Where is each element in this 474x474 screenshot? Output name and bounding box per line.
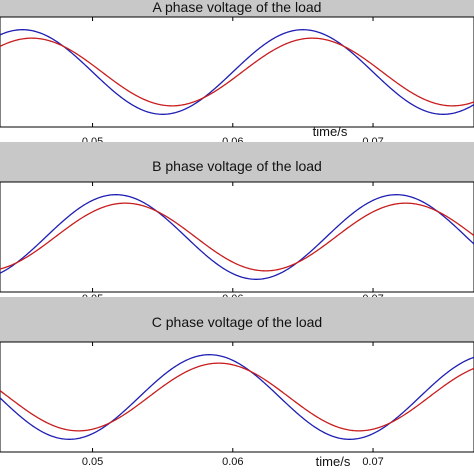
chart-title: A phase voltage of the load [153,0,322,15]
plot-area [0,341,474,453]
series-line-0 [0,29,474,115]
x-axis-label: time/s [313,124,348,139]
chart-title: C phase voltage of the load [152,314,322,330]
x-tick-label: 0.05 [82,456,103,468]
chart-panel-1: B phase voltage of the load0.050.060.07t… [0,142,474,311]
series-line-0 [0,354,474,440]
plot-area [0,16,474,128]
chart-panel-2: C phase voltage of the load 0.05 0.06 0.07 t… [0,297,474,469]
plot-area [0,181,474,293]
x-axis-label: time/s [316,454,351,469]
chart-title: B phase voltage of the load [152,158,322,174]
chart-panel-0: A phase voltage of the load0.050.060.07t… [0,0,474,148]
series-line-1 [0,202,474,272]
title-bar [0,142,474,182]
series-line-1 [0,37,474,107]
series-line-1 [0,362,474,432]
x-tick-label: 0.07 [362,456,383,468]
x-tick-label: 0.06 [222,456,243,468]
title-bar [0,0,474,17]
title-bar [0,297,474,342]
series-line-0 [0,194,474,280]
